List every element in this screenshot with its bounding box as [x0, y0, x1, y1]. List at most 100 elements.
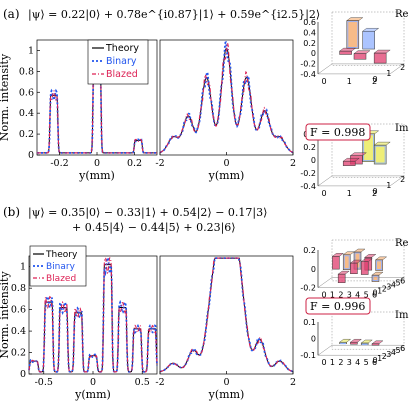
x-axis-label: y(mm)	[208, 388, 245, 401]
x-tick-label: 0	[321, 77, 326, 86]
bar-theory-outline	[340, 342, 347, 345]
x-tick-label: 0	[94, 158, 100, 169]
bar-top	[360, 339, 373, 344]
y-tick-label: 0.8	[19, 66, 34, 77]
y-tick-label: 1	[20, 262, 26, 273]
bar-top	[360, 258, 373, 262]
z-tick-label: 0.1	[303, 318, 316, 327]
floor	[317, 344, 405, 356]
bar-top	[346, 17, 364, 21]
plot-a-right: -2 0 2 y(mm)	[155, 39, 296, 182]
x-axis-label: y(mm)	[74, 388, 111, 401]
z-tick-label: -0.4	[300, 182, 316, 191]
axes-frame	[159, 39, 294, 156]
bar	[350, 262, 358, 274]
y-tick-label: 1	[386, 181, 391, 190]
bar-top	[371, 271, 384, 276]
bar-top	[337, 270, 350, 275]
bar	[350, 341, 358, 345]
z-tick-label: 0.2	[303, 39, 316, 48]
bar-theory-outline	[361, 343, 368, 345]
series-binary-line	[28, 257, 158, 373]
z-tick-label: 0.6	[303, 18, 316, 27]
y-tick-label: 0.6	[11, 305, 26, 316]
z-tick-label: -0.2	[300, 60, 316, 69]
x-tick-label: 3	[347, 291, 352, 300]
x-tick-label: 5	[364, 358, 369, 367]
y-tick-label: 1	[386, 69, 391, 78]
bar-top	[373, 49, 391, 54]
y-tick-label: 3	[386, 350, 391, 359]
bar-top	[364, 254, 377, 258]
legend-a: Theory Binary Blazed	[87, 39, 149, 85]
x-tick-label: 3	[347, 358, 352, 367]
y-axis-label: Norm. intensity	[0, 53, 11, 141]
legend-blazed: Blazed	[106, 69, 138, 80]
bar	[373, 52, 387, 64]
y-tick-label: 0	[372, 75, 377, 84]
x-tick-label: 0	[90, 377, 96, 388]
z-tick-label: 0	[311, 265, 316, 274]
z-tick-label: 0.2	[303, 246, 316, 255]
x-axis-label: y(mm)	[208, 169, 245, 182]
floor	[317, 63, 405, 75]
y-tick-label: 1	[377, 287, 382, 296]
bar-top	[342, 251, 355, 255]
z-tick-label: 0.4	[303, 28, 316, 37]
y-tick-label: 2	[382, 352, 387, 361]
legend-binary: Binary	[106, 56, 137, 67]
y-axis-label: Norm. intensity	[0, 271, 11, 359]
x-tick-label: -2	[155, 377, 164, 388]
y-tick-label: 0	[28, 150, 34, 161]
y-tick-label: 0.2	[19, 129, 34, 140]
fidelity-box-a	[305, 123, 371, 141]
y-tick-label: 2	[382, 285, 387, 294]
bar	[371, 343, 380, 346]
bar-top	[331, 253, 344, 257]
bar-top	[339, 339, 352, 343]
floor	[317, 277, 405, 288]
re-label-a: Re	[395, 9, 409, 20]
y-tick-label: 0.2	[11, 348, 26, 359]
x-tick-label: 5	[364, 291, 369, 300]
y-tick-label: 5	[395, 346, 400, 355]
bar-top	[373, 141, 391, 146]
x-tick-label: -0.2	[50, 158, 68, 169]
y-tick-label: 0.8	[11, 283, 26, 294]
legend-b-binary: Binary	[46, 262, 76, 272]
z-tick-label: 0	[311, 335, 316, 344]
y-tick-label: 6	[400, 344, 405, 353]
bar	[346, 20, 360, 49]
y-tick-label: 0	[372, 187, 377, 196]
x-tick-label: 6	[372, 358, 377, 367]
bar-top	[353, 50, 371, 54]
y-tick-label: 0	[20, 369, 26, 380]
plot-b-right: -2 0 2 y(mm)	[155, 255, 296, 401]
bar-top	[342, 157, 360, 162]
bar	[337, 273, 346, 283]
bar-theory-outline	[347, 21, 359, 48]
series-theory-line	[159, 257, 294, 372]
y-tick-label: 0.4	[11, 326, 26, 337]
bar-top	[353, 248, 366, 253]
bar-theory-outline	[374, 145, 386, 164]
bar	[353, 53, 367, 60]
x-tick-label: 1	[347, 77, 352, 86]
y-tick-label: 4	[391, 348, 396, 357]
y-tick-label: 0.4	[19, 108, 34, 119]
re-label-b: Re	[395, 238, 409, 249]
x-tick-label: -2	[155, 158, 164, 169]
z-tick-label: 0	[311, 156, 316, 165]
x-tick-label: 2	[290, 158, 296, 169]
legend-b-theory: Theory	[45, 250, 78, 260]
x-tick-label: -0.5	[35, 377, 53, 388]
bar-top	[375, 256, 388, 261]
y-tick-label: 1	[377, 354, 382, 363]
state-equation-b-line2: + 0.45|4⟩ − 0.44|5⟩ + 0.23|6⟩	[72, 221, 236, 235]
bar-top	[349, 152, 367, 156]
series-blazed-line	[28, 257, 158, 373]
panel-label-a: (a)	[3, 7, 20, 21]
z-tick-label: 0.2	[303, 143, 316, 152]
